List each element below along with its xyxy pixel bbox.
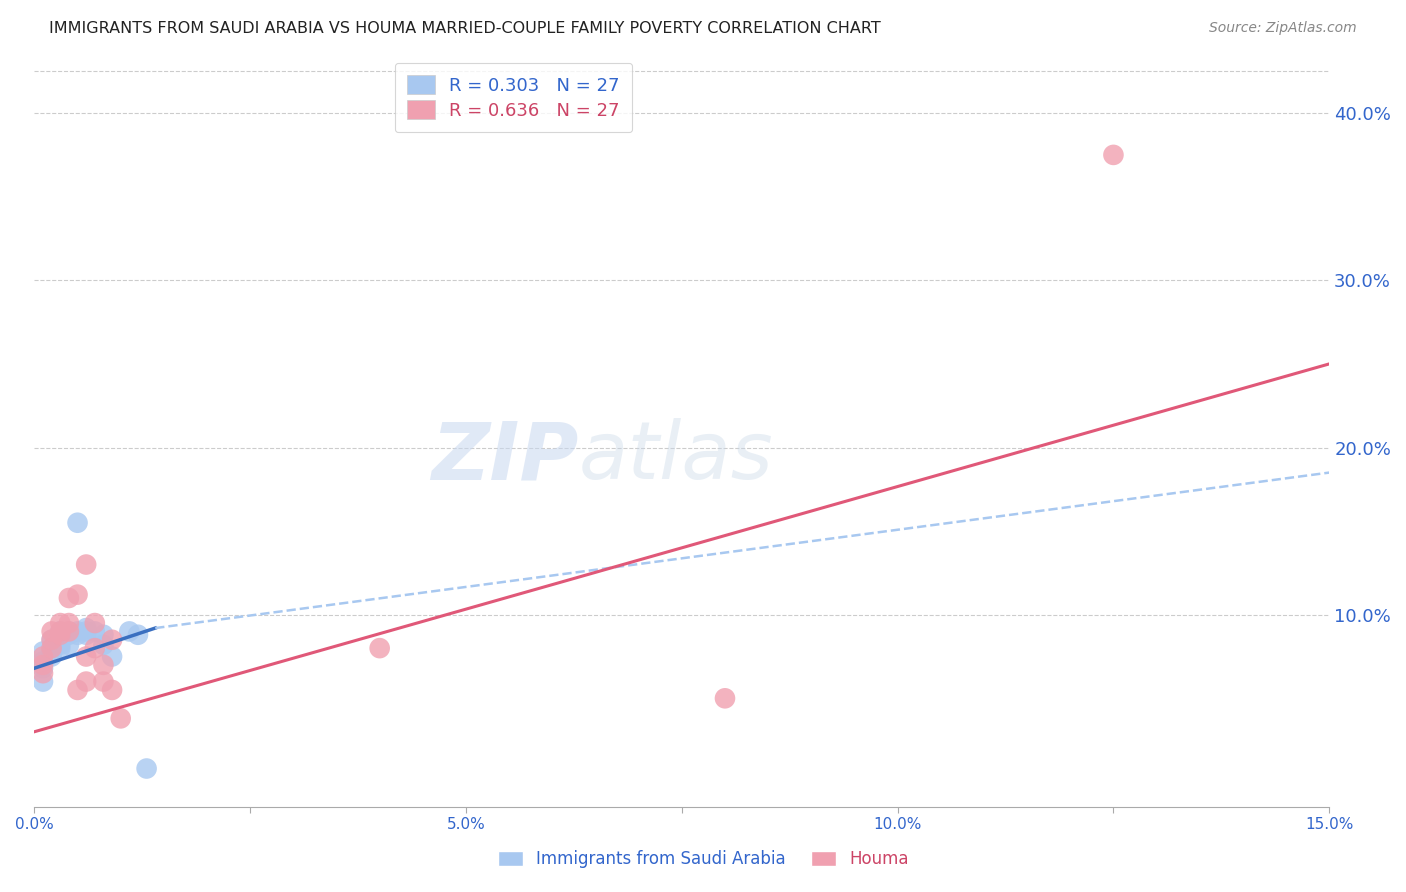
Point: [75, 674, 97, 689]
Point: [93, 638, 115, 652]
Legend: Immigrants from Saudi Arabia, Houma: Immigrants from Saudi Arabia, Houma: [489, 842, 917, 877]
Point: [714, 691, 737, 706]
Text: atlas: atlas: [578, 418, 773, 496]
Point: [93, 674, 115, 689]
Point: [49, 628, 72, 642]
Point: [32, 666, 55, 681]
Point: [1102, 148, 1125, 162]
Point: [135, 762, 157, 776]
Point: [32, 657, 55, 672]
Point: [58, 638, 80, 652]
Point: [101, 632, 124, 647]
Text: ZIP: ZIP: [430, 418, 578, 496]
Point: [41, 632, 63, 647]
Point: [66, 516, 89, 530]
Point: [49, 616, 72, 631]
Point: [41, 632, 63, 647]
Point: [83, 616, 105, 631]
Point: [49, 624, 72, 639]
Point: [66, 588, 89, 602]
Point: [32, 649, 55, 664]
Point: [32, 674, 55, 689]
Point: [41, 644, 63, 658]
Point: [66, 624, 89, 639]
Point: [58, 624, 80, 639]
Point: [83, 641, 105, 656]
Point: [93, 657, 115, 672]
Point: [66, 628, 89, 642]
Text: IMMIGRANTS FROM SAUDI ARABIA VS HOUMA MARRIED-COUPLE FAMILY POVERTY CORRELATION : IMMIGRANTS FROM SAUDI ARABIA VS HOUMA MA…: [49, 21, 882, 36]
Point: [41, 649, 63, 664]
Point: [58, 628, 80, 642]
Point: [32, 655, 55, 669]
Point: [58, 591, 80, 605]
Point: [58, 616, 80, 631]
Point: [101, 649, 124, 664]
Point: [75, 621, 97, 635]
Point: [41, 641, 63, 656]
Point: [49, 624, 72, 639]
Point: [93, 628, 115, 642]
Point: [32, 661, 55, 675]
Legend: R = 0.303   N = 27, R = 0.636   N = 27: R = 0.303 N = 27, R = 0.636 N = 27: [395, 62, 633, 132]
Point: [41, 641, 63, 656]
Point: [66, 682, 89, 697]
Point: [83, 624, 105, 639]
Point: [49, 641, 72, 656]
Point: [75, 649, 97, 664]
Point: [110, 711, 132, 725]
Point: [41, 624, 63, 639]
Point: [127, 628, 149, 642]
Point: [58, 624, 80, 639]
Point: [75, 624, 97, 639]
Text: Source: ZipAtlas.com: Source: ZipAtlas.com: [1209, 21, 1357, 35]
Point: [32, 644, 55, 658]
Point: [368, 641, 391, 656]
Point: [49, 638, 72, 652]
Point: [75, 558, 97, 572]
Point: [118, 624, 141, 639]
Point: [101, 682, 124, 697]
Point: [75, 628, 97, 642]
